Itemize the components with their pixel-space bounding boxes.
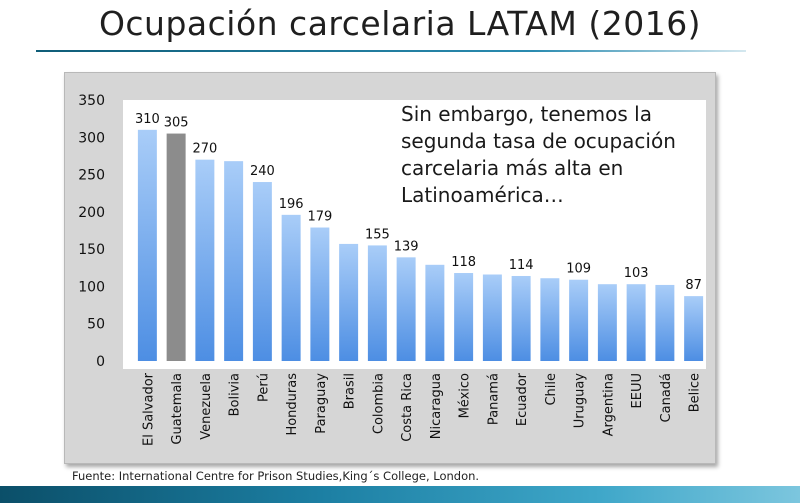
bar [540, 278, 560, 361]
annotation-line: segunda tasa de ocupación [401, 129, 676, 153]
bar [224, 161, 244, 361]
annotation-line: carcelaria más alta en [401, 156, 623, 180]
category-labels-group: El Salvador Guatemala Venezuela Bolivia Perú… [141, 372, 702, 446]
category-label: Nicaragua [429, 373, 444, 439]
data-label: 139 [394, 239, 419, 254]
category-label: Panamá [486, 373, 501, 425]
y-tick-label: 250 [78, 168, 105, 184]
bar [252, 182, 272, 361]
data-label: 270 [192, 142, 217, 157]
y-tick-label: 50 [87, 317, 105, 333]
bar [137, 129, 157, 361]
data-label: 103 [624, 266, 649, 281]
category-label: Costa Rica [400, 373, 415, 442]
bar [569, 279, 589, 361]
data-label: 196 [279, 197, 304, 212]
data-label: 305 [164, 116, 189, 131]
bars-group [137, 129, 704, 361]
category-label: Belice [688, 373, 703, 412]
category-label: EEUU [630, 373, 645, 408]
title-underline [36, 50, 746, 52]
data-label: 114 [509, 258, 534, 273]
bar [684, 296, 704, 361]
bar [396, 257, 416, 361]
data-label: 310 [135, 112, 160, 127]
data-label: 155 [365, 227, 390, 242]
source-note: Fuente: International Centre for Prison … [72, 469, 480, 483]
category-label: El Salvador [141, 372, 156, 446]
bottom-decor-band [0, 486, 800, 503]
category-label: México [458, 373, 473, 418]
annotation-line: Latinoamérica… [401, 183, 564, 207]
category-label: Paraguay [314, 373, 329, 434]
data-label: 109 [566, 262, 591, 277]
annotation-line: Sin embargo, tenemos la [401, 102, 652, 126]
bar [626, 284, 646, 361]
data-label: 87 [685, 278, 702, 293]
category-label: Venezuela [199, 373, 214, 440]
category-label: Perú [256, 373, 271, 402]
data-label: 179 [307, 210, 332, 225]
bar [166, 133, 186, 361]
bar [425, 264, 445, 361]
bar [367, 245, 387, 361]
bar [482, 274, 502, 361]
bar [339, 243, 359, 361]
category-label: Uruguay [573, 373, 588, 429]
y-tick-label: 350 [78, 93, 105, 109]
slide-title: Ocupación carcelaria LATAM (2016) [98, 4, 702, 43]
data-label: 240 [250, 164, 275, 179]
category-label: Brasil [343, 373, 358, 409]
bar [454, 273, 474, 361]
y-axis: 0 50 100 150 200 250 300 350 [78, 93, 105, 370]
category-label: Chile [544, 373, 559, 406]
y-tick-label: 150 [78, 242, 105, 258]
y-tick-label: 200 [78, 205, 105, 221]
category-label: Argentina [601, 373, 616, 436]
data-label: 118 [451, 255, 476, 270]
bar [597, 284, 617, 361]
y-tick-label: 300 [78, 130, 105, 146]
category-label: Canadá [659, 373, 674, 422]
bar [195, 159, 215, 361]
y-tick-label: 0 [96, 354, 105, 370]
bar [281, 214, 301, 361]
chart-frame: 0 50 100 150 200 250 300 350 310 305 270 240 196 179… [64, 72, 716, 464]
annotation-text: Sin embargo, tenemos la segunda tasa de o… [401, 102, 676, 207]
category-label: Ecuador [515, 372, 530, 426]
category-label: Colombia [371, 373, 386, 434]
category-label: Bolivia [228, 373, 243, 416]
bar [655, 284, 675, 361]
category-label: Guatemala [170, 373, 185, 445]
bar [511, 275, 531, 361]
bar [310, 227, 330, 361]
category-label: Honduras [285, 373, 300, 436]
y-tick-label: 100 [78, 279, 105, 295]
